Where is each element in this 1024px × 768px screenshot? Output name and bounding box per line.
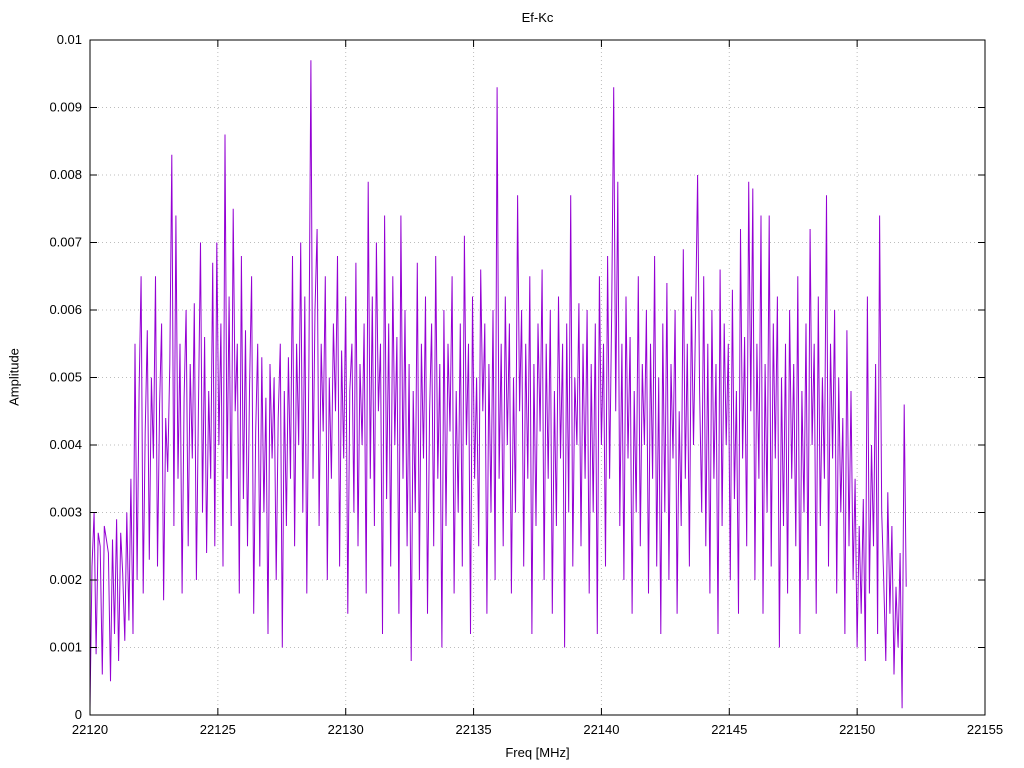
y-tick-label: 0.006 [49, 302, 82, 317]
x-tick-label: 22140 [583, 722, 619, 737]
x-tick-label: 22155 [967, 722, 1003, 737]
y-tick-label: 0.01 [57, 32, 82, 47]
y-tick-label: 0.009 [49, 100, 82, 115]
y-tick-label: 0.005 [49, 370, 82, 385]
y-tick-label: 0.007 [49, 235, 82, 250]
chart-title: Ef-Kc [521, 10, 554, 25]
x-tick-label: 22125 [200, 722, 236, 737]
y-tick-label: 0.001 [49, 640, 82, 655]
x-tick-label: 22150 [839, 722, 875, 737]
y-tick-label: 0.003 [49, 505, 82, 520]
signal-trace [89, 60, 907, 709]
y-tick-label: 0.002 [49, 572, 82, 587]
y-tick-label: 0.004 [49, 437, 82, 452]
y-tick-label: 0 [75, 707, 82, 722]
y-tick-label: 0.008 [49, 167, 82, 182]
x-tick-label: 22120 [72, 722, 108, 737]
x-axis-label: Freq [MHz] [505, 745, 570, 760]
x-tick-label: 22135 [455, 722, 491, 737]
x-tick-label: 22130 [328, 722, 364, 737]
x-tick-label: 22145 [711, 722, 747, 737]
